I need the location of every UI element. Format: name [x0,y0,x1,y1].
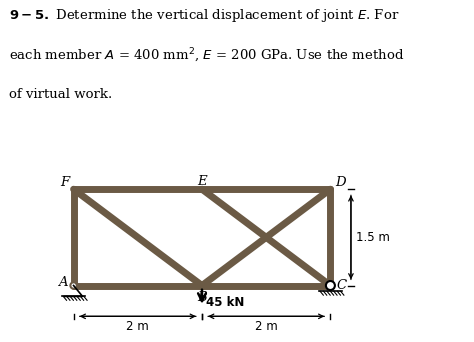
Text: 45 kN: 45 kN [206,297,244,310]
Text: 2 m: 2 m [127,320,149,333]
Text: D: D [335,176,346,189]
Text: $\mathbf{9-5.}$ Determine the vertical displacement of joint $\mathit{E}$. For: $\mathbf{9-5.}$ Determine the vertical d… [9,7,400,24]
Text: E: E [197,175,207,188]
Text: 1.5 m: 1.5 m [356,231,390,244]
Text: each member $\mathit{A}$ = 400 mm$^2$, $\mathit{E}$ = 200 GPa. Use the method: each member $\mathit{A}$ = 400 mm$^2$, $… [9,47,405,65]
Text: F: F [60,176,69,189]
Text: B: B [197,291,207,304]
Circle shape [326,281,335,290]
Text: A: A [58,276,67,289]
Text: of virtual work.: of virtual work. [9,88,113,101]
Text: C: C [336,279,346,292]
Text: 2 m: 2 m [255,320,278,333]
Circle shape [70,282,77,289]
